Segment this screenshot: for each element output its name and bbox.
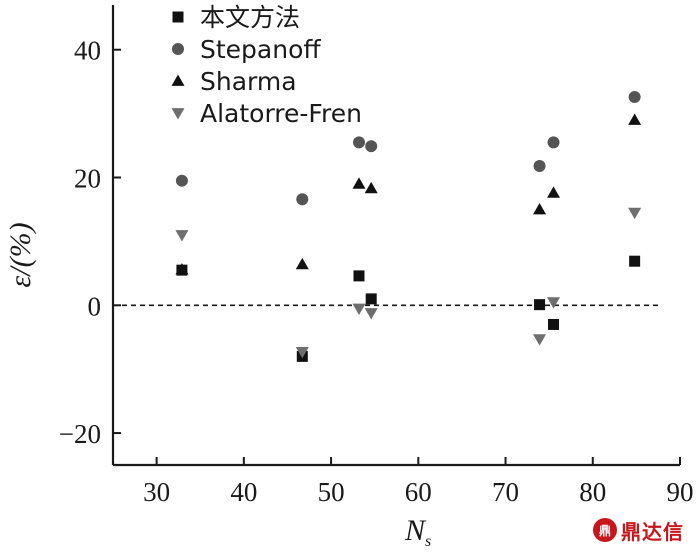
legend-label: Sharma	[200, 67, 297, 96]
data-point-square	[353, 270, 365, 282]
data-point-circle	[628, 91, 641, 103]
legend-label: 本文方法	[200, 3, 300, 32]
legend-item: Alatorre-Fren	[171, 99, 362, 128]
data-point-circle	[365, 140, 378, 153]
legend-label: Stepanoff	[200, 35, 321, 64]
data-point-triangle-up	[352, 177, 366, 189]
legend-item: Stepanoff	[172, 35, 321, 64]
x-axis-title: Ns	[404, 514, 431, 550]
data-point-circle	[533, 160, 546, 172]
data-point-triangle-up	[547, 186, 561, 198]
legend-item: Sharma	[171, 67, 297, 96]
x-tick-label: 30	[143, 477, 170, 507]
data-point-triangle-down	[628, 207, 642, 220]
x-tick-label: 70	[492, 477, 519, 507]
x-axis-title-main: N	[404, 514, 427, 547]
data-point-square	[548, 318, 560, 330]
legend-marker-triangle-up	[171, 74, 185, 86]
legend-marker-circle	[172, 43, 184, 55]
data-point-triangle-down	[364, 308, 378, 320]
x-axis-title-subscript: s	[425, 533, 431, 550]
data-point-triangle-down	[295, 347, 309, 359]
y-tick-label: 40	[74, 36, 101, 66]
data-point-square	[629, 255, 641, 267]
series-square	[176, 255, 641, 362]
data-point-triangle-up	[175, 263, 189, 275]
series-triangle-down	[175, 207, 642, 359]
data-point-circle	[547, 136, 560, 149]
x-tick-label: 50	[318, 477, 345, 507]
y-tick-label: 0	[88, 291, 102, 321]
legend-marker-square	[172, 11, 184, 23]
legend-marker-triangle-down	[171, 108, 185, 120]
watermark-text: 鼎达信	[621, 519, 684, 544]
series-triangle-up	[175, 113, 642, 275]
data-point-triangle-down	[352, 303, 366, 315]
data-point-triangle-up	[533, 202, 547, 215]
axes: 30 40 50 60 70 80 90 −20 0 20 40	[59, 5, 694, 507]
x-tick-label: 80	[579, 477, 606, 507]
watermark: 鼎 鼎达信	[593, 515, 684, 545]
data-point-square	[365, 293, 377, 305]
data-point-triangle-up	[364, 181, 378, 194]
data-points	[175, 91, 642, 362]
axis-titles: ε/(%) Ns	[4, 222, 431, 550]
y-tick-label: −20	[59, 419, 101, 449]
data-point-triangle-up	[295, 257, 309, 270]
x-tick-label: 90	[667, 477, 694, 507]
legend-label: Alatorre-Fren	[200, 99, 362, 128]
series-circle	[175, 91, 641, 206]
y-axis-title: ε/(%)	[4, 222, 37, 287]
data-point-triangle-down	[547, 297, 561, 309]
data-point-circle	[296, 193, 309, 206]
x-tick-label: 60	[405, 477, 432, 507]
data-point-circle	[352, 136, 365, 149]
legend: 本文方法 Stepanoff Sharma Alatorre-Fren	[171, 3, 362, 128]
data-point-square	[534, 299, 546, 311]
data-point-triangle-down	[533, 334, 547, 346]
watermark-logo-icon: 鼎	[593, 518, 617, 542]
legend-item: 本文方法	[172, 3, 300, 32]
x-tick-label: 40	[230, 477, 257, 507]
data-point-triangle-up	[628, 113, 642, 125]
y-tick-label: 20	[74, 164, 101, 194]
data-point-circle	[175, 174, 188, 187]
data-point-triangle-down	[175, 230, 189, 242]
